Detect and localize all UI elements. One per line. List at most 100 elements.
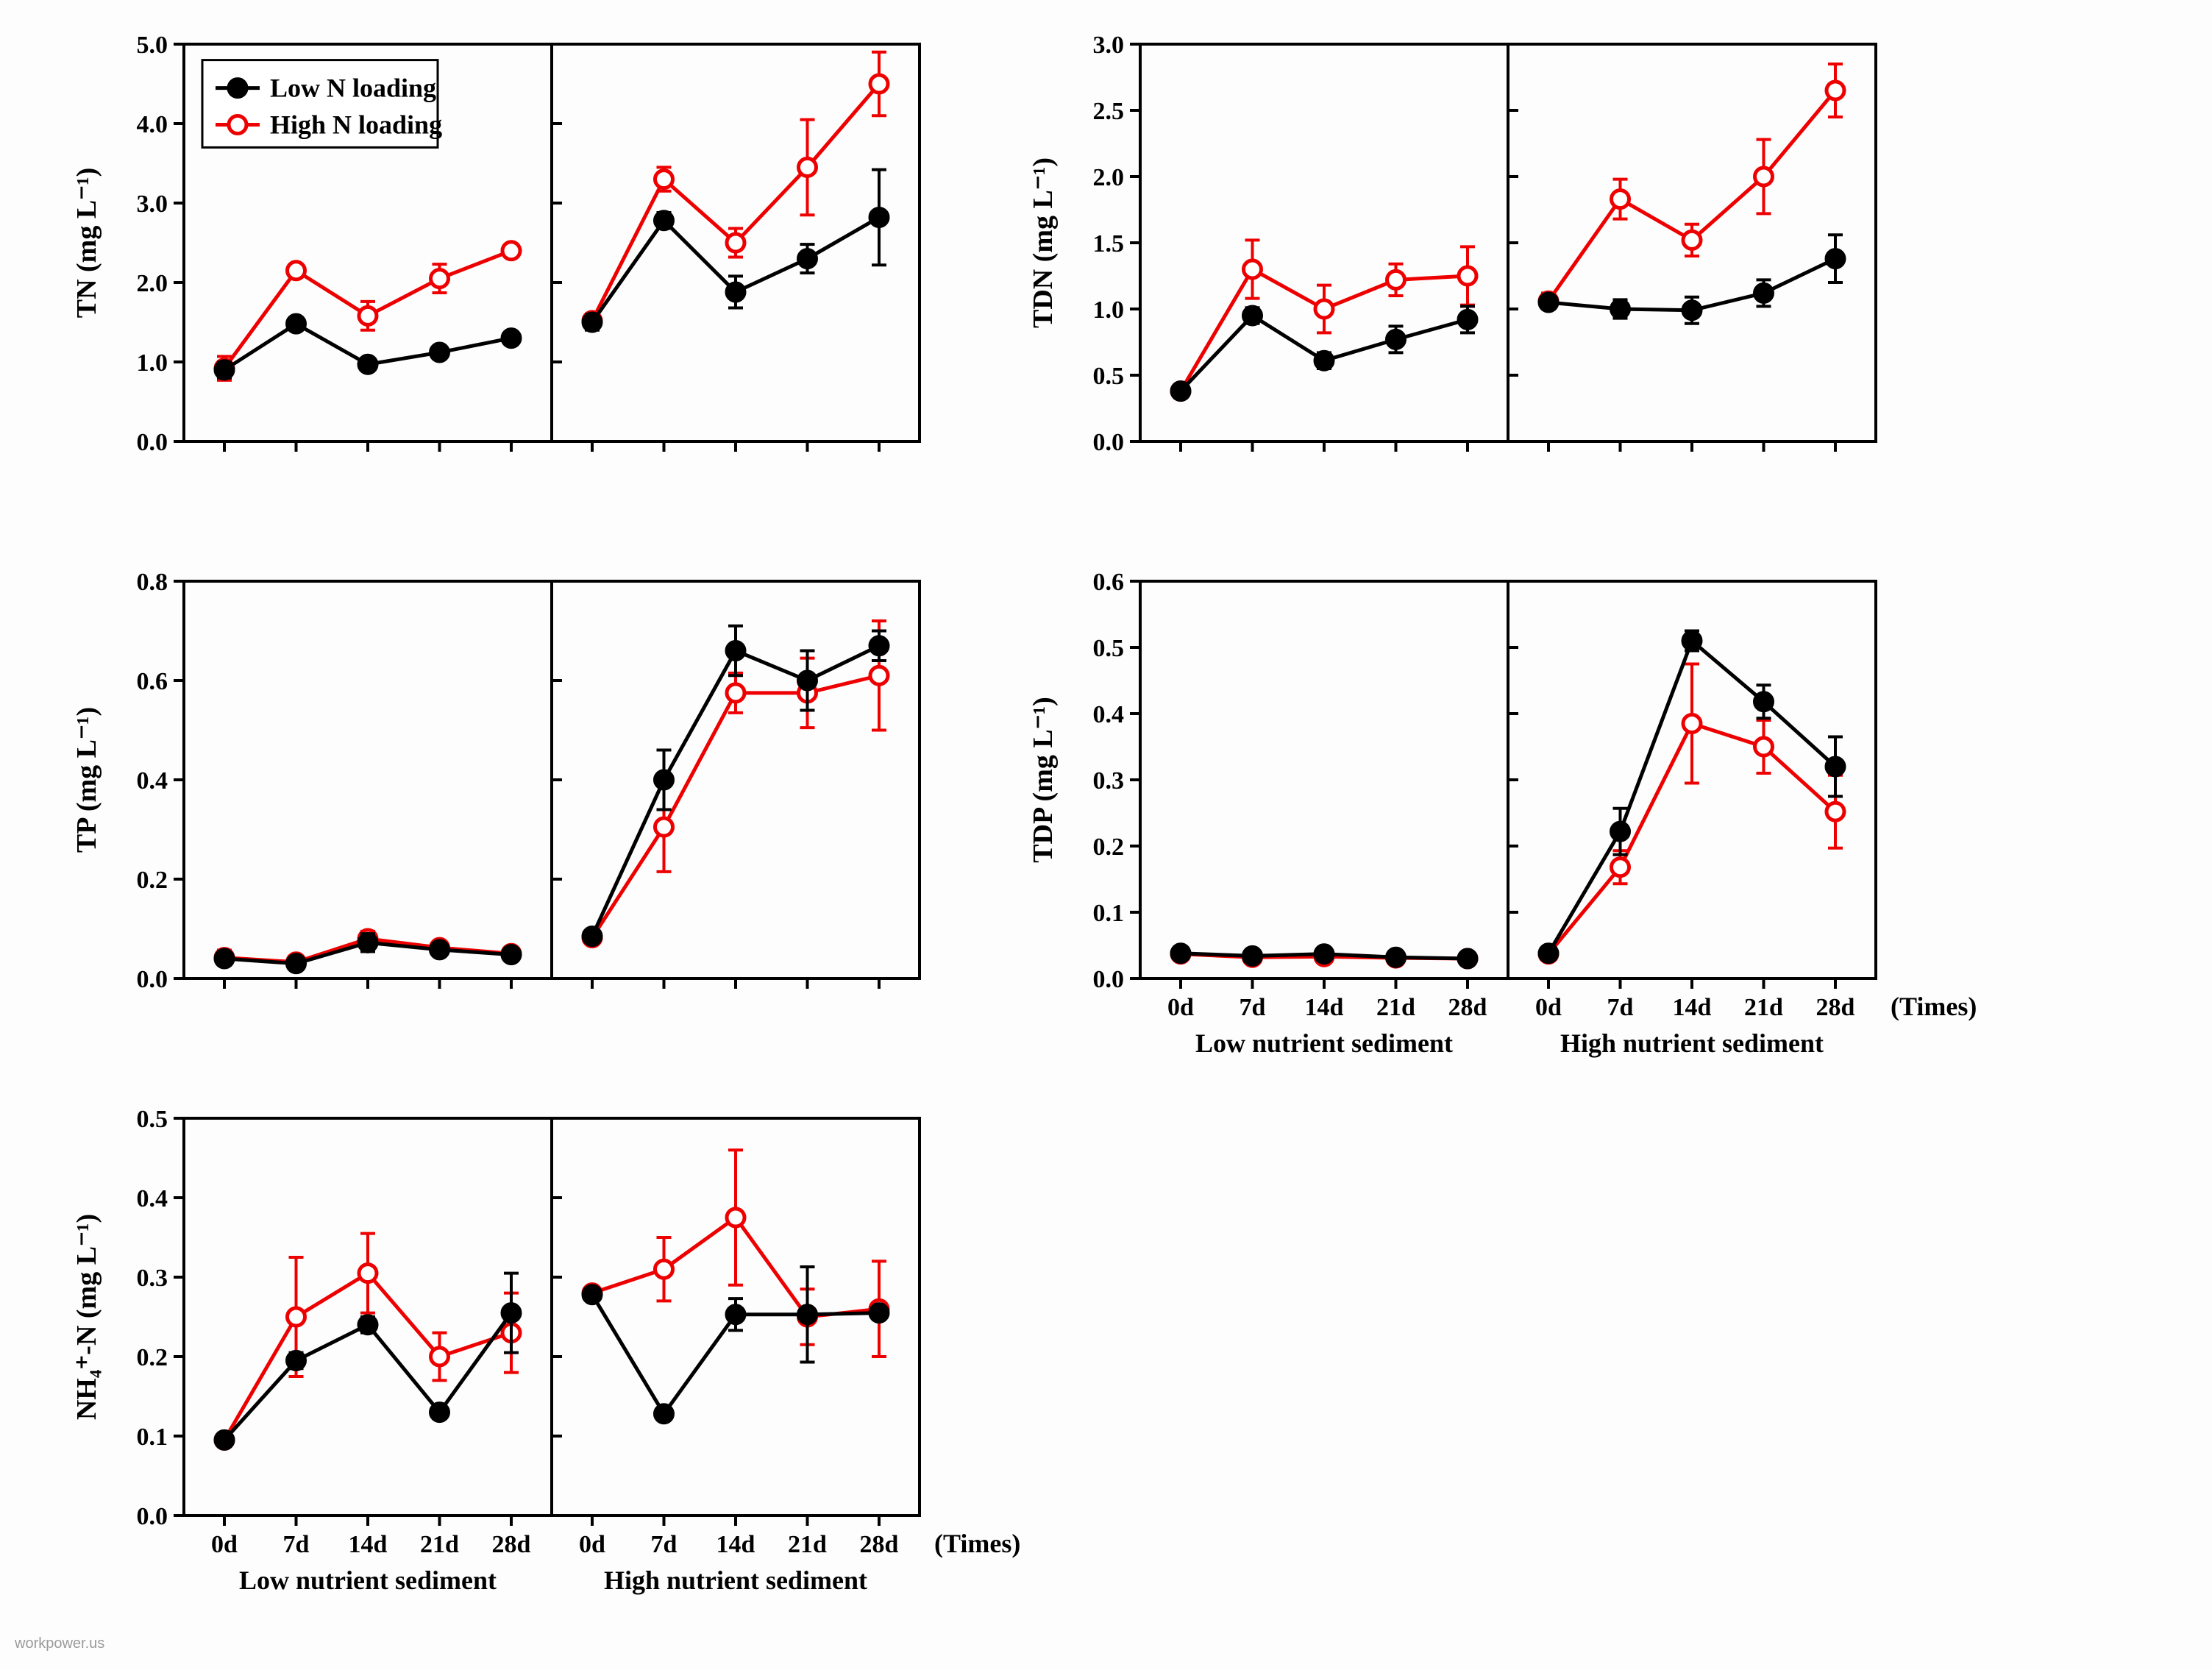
marker-highN [1459, 267, 1476, 285]
xtick-label: 21d [420, 1531, 459, 1558]
legend-label: High N loading [270, 110, 442, 140]
times-label: (Times) [934, 1529, 1020, 1558]
legend-label: Low N loading [270, 74, 436, 103]
ytick-label: 0.5 [137, 1106, 168, 1133]
xtick-label: 14d [1305, 994, 1344, 1021]
marker-lowN [502, 330, 520, 347]
marker-highN [1755, 168, 1773, 185]
ytick-label: 0.6 [1093, 569, 1125, 596]
xtick-label: 7d [283, 1531, 310, 1558]
series-line-highN [1548, 90, 1835, 301]
ytick-label: 0.0 [137, 429, 168, 456]
ytick-label: 2.0 [137, 270, 168, 297]
marker-lowN [359, 1316, 377, 1334]
ytick-label: 0.6 [137, 668, 168, 695]
ylabel-NH4: NH₄⁺-N (mg L⁻¹) [71, 1214, 102, 1420]
panel-NH4: 0.00.10.20.30.40.5NH₄⁺-N (mg L⁻¹)0d7d14d… [71, 1106, 1020, 1595]
marker-highN [1683, 231, 1701, 249]
marker-lowN [1612, 300, 1629, 318]
ytick-label: 3.0 [137, 191, 168, 218]
marker-lowN [870, 637, 888, 655]
marker-lowN [655, 1405, 673, 1423]
marker-highN [727, 1209, 744, 1226]
ytick-label: 0.1 [1093, 900, 1125, 927]
ylabel-TP: TP (mg L⁻¹) [71, 707, 102, 853]
marker-highN [1755, 738, 1773, 756]
panel-TDN: 0.00.51.01.52.02.53.0TDN (mg L⁻¹) [1028, 32, 1876, 456]
marker-lowN [216, 950, 233, 967]
marker-lowN [1612, 822, 1629, 840]
x-category-label: Low nutrient sediment [1195, 1028, 1453, 1058]
panel-TDP: 0.00.10.20.30.40.50.6TDP (mg L⁻¹)0d7d14d… [1028, 569, 1977, 1058]
ylabel-TDN: TDN (mg L⁻¹) [1028, 157, 1059, 328]
xtick-label: 0d [1167, 994, 1194, 1021]
ytick-label: 0.3 [137, 1265, 168, 1292]
xtick-label: 7d [1607, 994, 1634, 1021]
ylabel-TDP: TDP (mg L⁻¹) [1028, 697, 1059, 863]
marker-lowN [1827, 250, 1844, 268]
xtick-label: 7d [1240, 994, 1266, 1021]
ytick-label: 0.0 [137, 1503, 168, 1530]
ytick-label: 3.0 [1093, 32, 1125, 59]
ytick-label: 0.2 [1093, 834, 1125, 861]
xtick-label: 0d [1535, 994, 1562, 1021]
marker-lowN [583, 928, 601, 945]
xtick-label: 28d [1448, 994, 1487, 1021]
marker-highN [655, 171, 673, 188]
panel-border [184, 581, 552, 978]
ytick-label: 0.0 [137, 966, 168, 993]
marker-highN [502, 242, 520, 260]
ytick-label: 0.5 [1093, 363, 1125, 390]
ytick-label: 0.5 [1093, 635, 1125, 662]
marker-lowN [288, 315, 305, 333]
marker-lowN [583, 1286, 601, 1304]
ytick-label: 0.0 [1093, 966, 1125, 993]
marker-lowN [431, 941, 449, 959]
x-category-label: Low nutrient sediment [239, 1566, 497, 1595]
xtick-label: 14d [349, 1531, 388, 1558]
ylabel-TN: TN (mg L⁻¹) [71, 168, 102, 319]
marker-lowN [727, 642, 744, 660]
marker-lowN [431, 344, 449, 361]
ytick-label: 2.5 [1093, 98, 1125, 125]
ytick-label: 1.0 [1093, 296, 1125, 324]
marker-highN [1244, 260, 1262, 278]
marker-lowN [1244, 947, 1262, 964]
marker-lowN [1755, 284, 1773, 302]
marker-highN [1612, 191, 1629, 208]
panel-TP: 0.00.20.40.60.8TP (mg L⁻¹) [71, 569, 920, 993]
marker-highN [655, 818, 673, 836]
marker-lowN [288, 1351, 305, 1369]
marker-lowN [1540, 294, 1557, 311]
marker-lowN [727, 283, 744, 301]
ytick-label: 0.0 [1093, 429, 1125, 456]
marker-lowN [216, 1431, 233, 1449]
ytick-label: 0.4 [1093, 701, 1125, 728]
panel-border [1140, 44, 1508, 441]
xtick-label: 28d [492, 1531, 531, 1558]
marker-lowN [431, 1404, 449, 1421]
ytick-label: 1.0 [137, 349, 168, 377]
x-category-label: High nutrient sediment [604, 1566, 867, 1595]
marker-highN [1827, 803, 1844, 820]
marker-lowN [1540, 945, 1557, 962]
marker-highN [359, 307, 377, 324]
marker-lowN [502, 946, 520, 964]
marker-lowN [799, 672, 817, 689]
marker-lowN [216, 361, 233, 379]
ytick-label: 0.1 [137, 1424, 168, 1451]
ytick-label: 2.0 [1093, 164, 1125, 191]
marker-highN [727, 684, 744, 702]
xtick-label: 21d [1744, 994, 1783, 1021]
marker-lowN [870, 1304, 888, 1322]
marker-highN [431, 1348, 449, 1365]
marker-lowN [1387, 330, 1405, 348]
panel-border [1140, 581, 1508, 978]
marker-highN [1683, 715, 1701, 733]
marker-lowN [502, 1304, 520, 1322]
marker-highN [870, 75, 888, 93]
marker-lowN [1315, 945, 1333, 963]
series-line-highN [592, 675, 879, 937]
marker-lowN [1683, 302, 1701, 319]
xtick-label: 14d [1673, 994, 1712, 1021]
